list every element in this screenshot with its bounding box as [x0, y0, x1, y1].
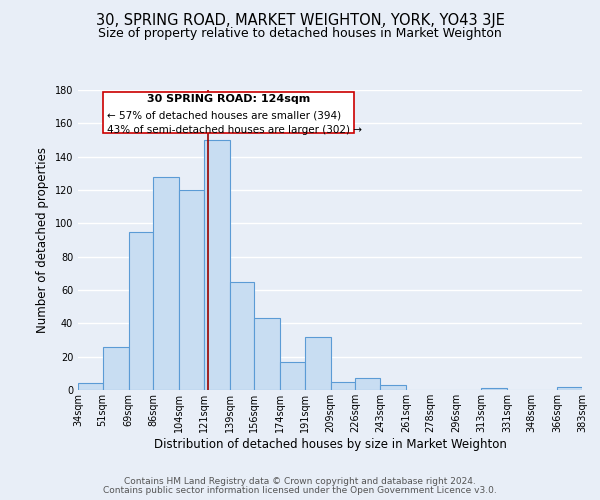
- Bar: [331, 382, 355, 390]
- Bar: [203, 140, 230, 390]
- Bar: [78, 384, 103, 390]
- Bar: [153, 176, 179, 390]
- Text: ← 57% of detached houses are smaller (394): ← 57% of detached houses are smaller (39…: [107, 110, 341, 120]
- FancyBboxPatch shape: [103, 92, 354, 134]
- Bar: [254, 318, 280, 390]
- Y-axis label: Number of detached properties: Number of detached properties: [36, 147, 49, 333]
- Bar: [481, 388, 507, 390]
- Bar: [103, 346, 128, 390]
- Text: Contains public sector information licensed under the Open Government Licence v3: Contains public sector information licen…: [103, 486, 497, 495]
- Text: 30, SPRING ROAD, MARKET WEIGHTON, YORK, YO43 3JE: 30, SPRING ROAD, MARKET WEIGHTON, YORK, …: [95, 12, 505, 28]
- Bar: [380, 385, 406, 390]
- Text: Contains HM Land Registry data © Crown copyright and database right 2024.: Contains HM Land Registry data © Crown c…: [124, 477, 476, 486]
- Bar: [230, 282, 254, 390]
- X-axis label: Distribution of detached houses by size in Market Weighton: Distribution of detached houses by size …: [154, 438, 506, 450]
- Bar: [305, 336, 331, 390]
- Bar: [280, 362, 305, 390]
- Bar: [355, 378, 380, 390]
- Bar: [179, 190, 203, 390]
- Bar: [128, 232, 153, 390]
- Text: Size of property relative to detached houses in Market Weighton: Size of property relative to detached ho…: [98, 28, 502, 40]
- Text: 43% of semi-detached houses are larger (302) →: 43% of semi-detached houses are larger (…: [107, 125, 362, 135]
- Text: 30 SPRING ROAD: 124sqm: 30 SPRING ROAD: 124sqm: [146, 94, 310, 104]
- Bar: [557, 386, 582, 390]
